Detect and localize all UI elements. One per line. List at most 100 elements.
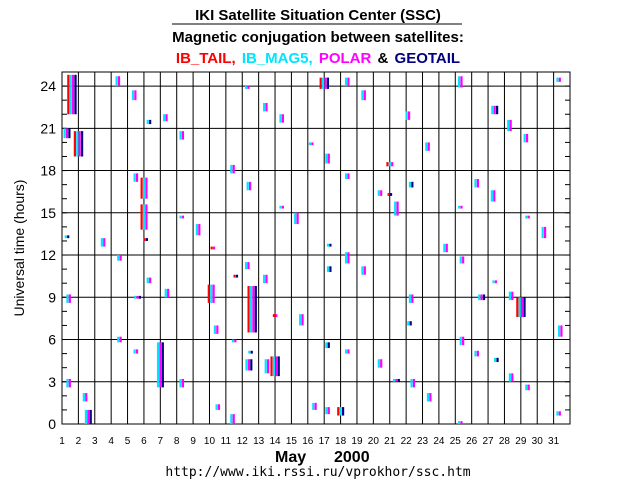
event-bar-ib-mag5 <box>215 404 218 410</box>
legend-ampersand: & <box>378 50 389 67</box>
event-bar-ib-mag5 <box>478 294 481 301</box>
event-bar-ib-mag5 <box>133 349 136 354</box>
conjugation-event <box>508 373 514 382</box>
event-bar-polar <box>232 164 235 174</box>
event-bar-ib-mag5 <box>426 393 430 402</box>
event-bar-ib-mag5 <box>339 407 342 416</box>
event-bar-polar <box>460 421 463 424</box>
event-bar-ib-mag5 <box>179 378 182 388</box>
event-bar-ib-mag5 <box>443 243 446 253</box>
conjugation-event <box>494 357 499 363</box>
y-tick-label: 6 <box>48 332 56 348</box>
event-bar-polar <box>247 359 251 371</box>
event-bar-ib-mag5 <box>410 378 413 388</box>
conjugation-event <box>100 238 106 247</box>
x-tick-label: 13 <box>253 436 265 447</box>
conjugation-event <box>133 295 141 299</box>
x-tick-label: 5 <box>125 436 131 447</box>
event-bar-ib-mag5 <box>246 181 249 191</box>
event-bar-ib-mag5 <box>361 266 364 275</box>
event-bar-polar <box>324 77 327 89</box>
event-bar-ib-tail <box>140 177 143 199</box>
x-tick-labels: 1 2 3 4 5 6 7 8 9 10 11 12 13 14 15 16 17 18 19 20 21 22 23 24 2… <box>59 436 559 447</box>
x-tick-label: 11 <box>221 436 232 447</box>
conjugation-event <box>279 114 284 123</box>
event-bar-ib-mag5 <box>146 119 149 125</box>
conjugation-event <box>195 224 201 236</box>
x-tick-label: 6 <box>141 436 147 447</box>
event-bar-polar <box>301 314 304 326</box>
x-axis-year: 2000 <box>334 449 370 466</box>
plot-grid <box>61 71 571 425</box>
event-bar-ib-mag5 <box>557 325 561 337</box>
event-bar-geotail <box>482 294 486 301</box>
x-tick-label: 8 <box>174 436 180 447</box>
source-url[interactable]: http://www.iki.rssi.ru/vprokhor/ssc.htm <box>165 465 470 480</box>
event-bar-polar <box>134 90 137 101</box>
conjugation-event <box>392 378 400 382</box>
event-bar-polar <box>181 378 185 388</box>
event-bar-ib-mag5 <box>156 342 160 388</box>
event-bar-polar <box>543 226 547 239</box>
event-bar-polar <box>311 142 314 146</box>
event-bar-geotail <box>327 342 330 348</box>
conjugation-event <box>63 128 71 139</box>
conjugation-event <box>337 407 345 416</box>
conjugation-event <box>326 266 332 272</box>
event-bar-geotail <box>411 181 414 188</box>
event-bar-polar <box>476 179 479 188</box>
event-bar-ib-mag5 <box>344 173 348 180</box>
event-bar-polar <box>181 215 185 219</box>
event-bar-geotail <box>145 238 148 241</box>
conjugation-event <box>215 404 221 410</box>
conjugation-event <box>443 243 448 253</box>
event-bar-ib-mag5 <box>76 131 79 157</box>
x-tick-label: 24 <box>433 436 445 447</box>
event-bar-ib-mag5 <box>508 373 512 382</box>
x-tick-label: 23 <box>417 436 429 447</box>
event-bar-polar <box>234 339 237 343</box>
conjugation-event <box>146 277 152 284</box>
conjugation-event <box>474 179 479 188</box>
event-bar-polar <box>493 105 496 115</box>
conjugation-event <box>299 314 304 326</box>
event-bar-geotail <box>523 297 526 317</box>
conjugation-event <box>344 349 350 354</box>
event-bar-geotail <box>254 286 257 333</box>
event-bar-ib-mag5 <box>518 297 521 317</box>
x-tick-label: 20 <box>368 436 380 447</box>
event-bar-geotail <box>496 105 499 115</box>
x-tick-label: 19 <box>351 436 363 447</box>
event-bar-polar <box>149 277 152 284</box>
event-bar-ib-mag5 <box>492 280 495 284</box>
event-bar-polar <box>78 131 81 157</box>
conjugation-event <box>490 190 496 202</box>
x-tick-label: 21 <box>384 436 396 447</box>
event-bar-polar <box>558 411 561 416</box>
event-bar-ib-mag5 <box>425 142 428 151</box>
event-bar-ib-mag5 <box>394 201 397 216</box>
event-bar-polar <box>265 274 268 284</box>
event-bar-geotail <box>397 378 400 382</box>
event-bar-ib-mag5 <box>117 255 120 261</box>
conjugation-event <box>179 215 185 219</box>
event-bar-ib-mag5 <box>210 284 213 303</box>
event-bar-polar <box>462 256 465 264</box>
event-bar-ib-mag5 <box>84 409 88 424</box>
conjugation-event <box>525 384 530 391</box>
event-bar-ib-mag5 <box>344 349 348 354</box>
conjugation-event <box>492 280 498 284</box>
event-bar-geotail <box>235 274 239 278</box>
conjugation-event <box>67 74 77 115</box>
event-bar-polar <box>68 294 71 303</box>
event-bar-geotail <box>89 409 92 424</box>
event-bar-ib-mag5 <box>405 111 408 120</box>
event-bar-polar <box>65 128 69 139</box>
event-bar-ib-mag5 <box>66 294 69 303</box>
conjugation-event <box>294 212 299 225</box>
event-bar-polar <box>145 204 148 230</box>
conjugation-event <box>361 90 366 101</box>
event-bar-ib-mag5 <box>231 339 235 343</box>
x-tick-label: 7 <box>158 436 164 447</box>
x-tick-label: 18 <box>335 436 347 447</box>
